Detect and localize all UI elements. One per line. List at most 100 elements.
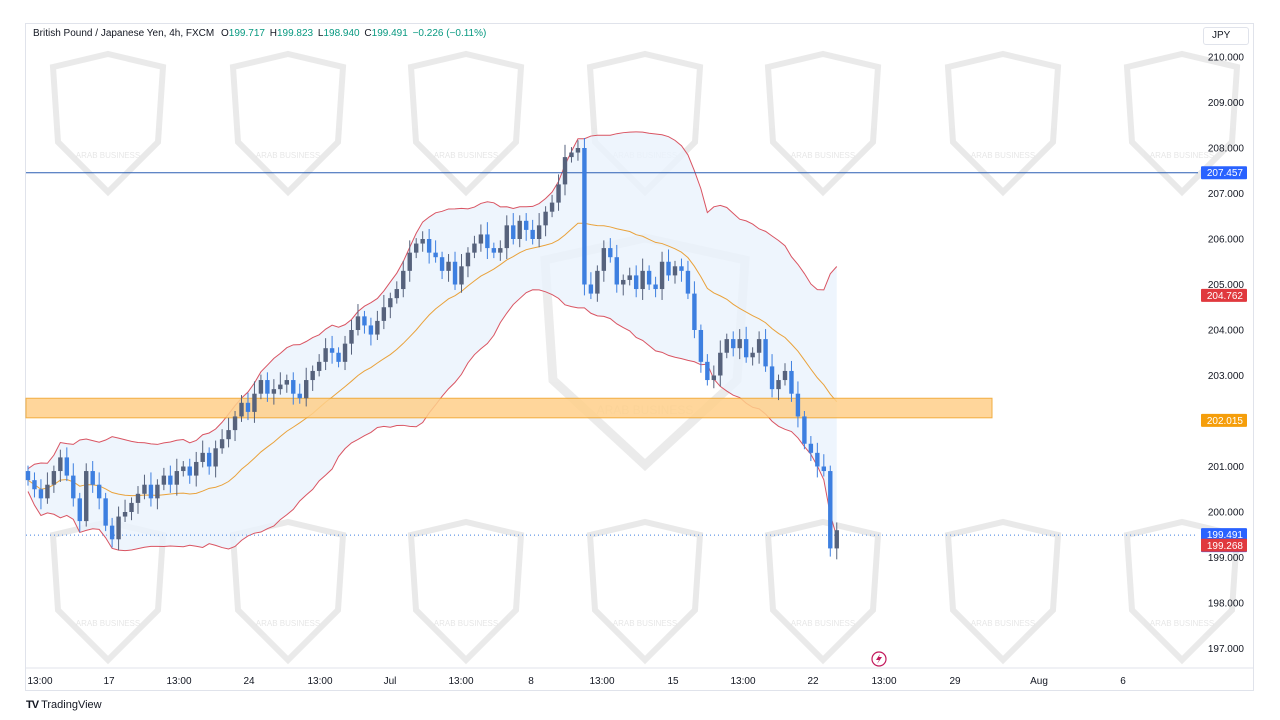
candle: [355, 304, 361, 336]
y-tick-label: 208.000: [1208, 144, 1245, 155]
candle: [245, 392, 251, 421]
candle: [601, 240, 607, 282]
candle: [349, 319, 354, 355]
watermark-text: ARAB BUSINESS: [76, 151, 140, 160]
watermark-text: ARAB BUSINESS: [971, 619, 1035, 628]
y-tick-label: 201.000: [1208, 462, 1245, 473]
candle: [640, 258, 645, 300]
y-tick-label: 197.000: [1208, 644, 1245, 655]
candle: [213, 440, 218, 478]
candle: [394, 281, 399, 304]
price-label-text: 204.762: [1207, 291, 1244, 302]
watermark-shield-icon: ARAB BUSINESS: [944, 518, 1062, 665]
price-labels: 207.457204.762202.015199.49102:18:08199.…: [1201, 166, 1247, 553]
candle: [504, 215, 509, 260]
bb-fill: [28, 131, 837, 551]
candle: [271, 379, 277, 405]
candle: [692, 281, 697, 339]
candle: [653, 276, 658, 298]
candle: [252, 381, 257, 423]
change-value: −0.226 (−0.11%): [412, 28, 487, 39]
x-tick-label: 8: [528, 676, 534, 687]
candle: [711, 365, 717, 389]
candle: [414, 238, 419, 259]
symbol-name: British Pound / Japanese Yen, 4h, FXCM: [33, 28, 215, 39]
time-axis[interactable]: 13:00 17 13:00 24 13:00 Jul 13:00 8 13:00 15 13:00…: [26, 667, 1253, 687]
candle: [530, 219, 535, 245]
high-value: 199.823: [276, 28, 314, 39]
candle: [90, 461, 95, 493]
candle: [323, 338, 328, 371]
candle: [543, 206, 548, 237]
candle: [523, 213, 529, 241]
x-tick-label: 13:00: [166, 676, 191, 687]
candle: [536, 213, 542, 248]
candle: [304, 367, 309, 407]
watermark-shield-icon: ARAB BUSINESS: [944, 50, 1062, 197]
candle: [627, 267, 632, 286]
candle: [258, 374, 264, 400]
candle: [161, 467, 167, 491]
candle: [174, 458, 180, 496]
candle: [666, 249, 671, 281]
candle: [129, 497, 134, 521]
y-tick-label: 198.000: [1208, 599, 1245, 610]
candle: [116, 506, 121, 551]
candle: [426, 228, 432, 264]
candle: [181, 461, 186, 477]
bb-upper-line: [27, 131, 838, 470]
x-tick-label: 13:00: [871, 676, 896, 687]
candle: [226, 417, 231, 448]
candle: [388, 292, 393, 319]
candle: [368, 317, 374, 346]
watermark-shield-icon: ARAB BUSINESS: [49, 518, 167, 665]
watermark-shield-icon: ARAB BUSINESS: [1123, 50, 1241, 197]
candle: [672, 260, 678, 284]
watermark-text: ARAB BUSINESS: [434, 619, 498, 628]
open-value: 199.717: [228, 28, 265, 39]
candle: [168, 465, 173, 493]
candle: [187, 458, 192, 484]
candle: [446, 254, 451, 282]
tradingview-brand[interactable]: TV TradingView: [26, 699, 102, 711]
candle: [782, 363, 788, 386]
price-label: 207.457: [1201, 166, 1247, 180]
x-tick-label: Jul: [384, 676, 397, 687]
candle: [795, 381, 801, 428]
candle: [38, 479, 44, 510]
x-tick-label: Aug: [1030, 676, 1048, 687]
candle: [498, 240, 503, 261]
price-label-text: 207.457: [1207, 168, 1244, 179]
x-tick-label: 15: [667, 676, 679, 687]
support-zone: [25, 397, 993, 419]
candle: [621, 274, 626, 296]
chart-extras: [871, 651, 887, 667]
candle: [815, 442, 820, 478]
brand-name: TradingView: [41, 699, 102, 711]
candle: [420, 231, 425, 252]
candle: [459, 254, 464, 293]
candle: [381, 294, 387, 330]
symbol-legend: British Pound / Japanese Yen, 4h, FXCM O…: [33, 28, 486, 39]
watermark-shield-icon: ARAB BUSINESS: [586, 518, 704, 665]
candle: [362, 310, 367, 334]
candle: [679, 258, 684, 282]
price-label: 204.762: [1201, 288, 1247, 302]
candle: [472, 235, 477, 259]
candle: [433, 240, 438, 263]
candle: [375, 310, 380, 341]
low-label: L: [317, 28, 324, 39]
candle: [756, 331, 762, 364]
candle: [329, 335, 335, 364]
open-label: O: [221, 28, 229, 39]
watermark-shield-icon: ARAB BUSINESS: [49, 50, 167, 197]
candle: [336, 347, 341, 368]
watermark-shield-icon: ARAB BUSINESS: [764, 50, 882, 197]
watermark-text: ARAB BUSINESS: [971, 151, 1035, 160]
candle: [77, 492, 82, 533]
price-axis[interactable]: 210.000 209.000 208.000 207.000 206.000 205.0…: [1208, 53, 1245, 656]
candle: [821, 454, 827, 477]
currency-button[interactable]: JPY: [1203, 27, 1249, 45]
candle: [194, 451, 199, 487]
